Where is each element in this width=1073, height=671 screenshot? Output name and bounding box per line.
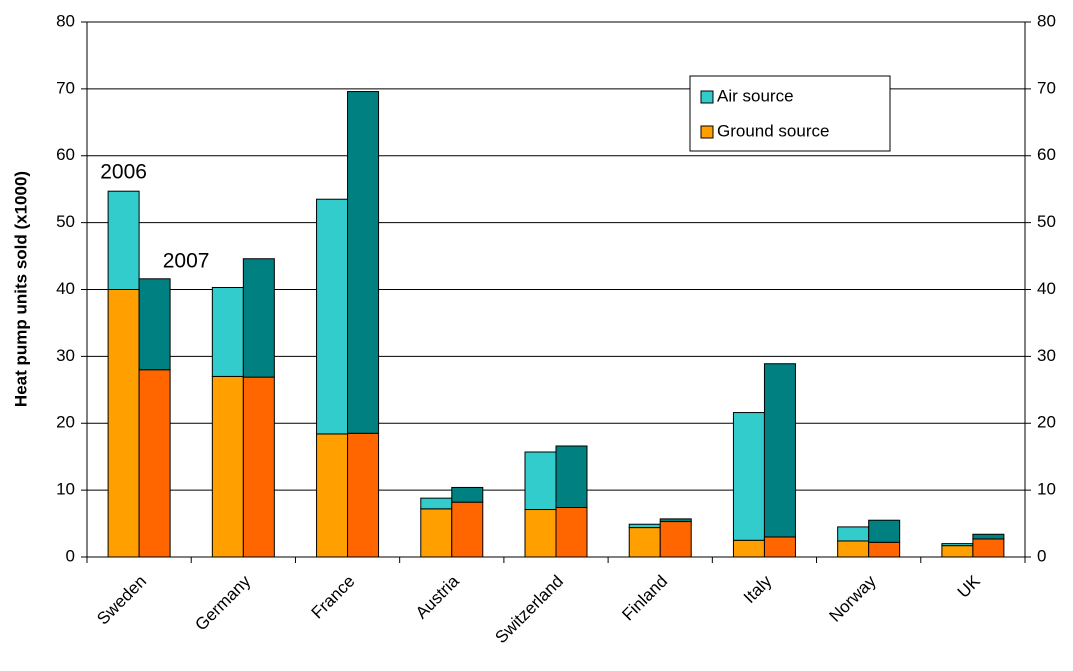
bar-segment: [941, 545, 974, 558]
bar-segment: [107, 289, 140, 558]
bar-segment: [972, 538, 1005, 558]
bar-segment: [451, 501, 484, 558]
x-tick-label: Sweden: [93, 572, 150, 629]
y-tick-label: 70: [56, 78, 75, 97]
bar-segment: [555, 507, 588, 558]
bar-segment: [555, 445, 588, 509]
bar-segment: [763, 536, 796, 558]
bar-segment: [868, 519, 901, 543]
y-tick-label: 40: [56, 279, 75, 298]
y-tick-label: 50: [56, 212, 75, 231]
annotation: 2007: [163, 249, 210, 272]
bar-segment: [138, 278, 171, 371]
y2-tick-label: 60: [1037, 145, 1056, 164]
y-tick-label: 30: [56, 346, 75, 365]
y-tick-label: 20: [56, 413, 75, 432]
x-tick-label: Norway: [825, 571, 880, 626]
y2-tick-label: 80: [1037, 11, 1056, 30]
y2-tick-label: 50: [1037, 212, 1056, 231]
legend-swatch: [700, 125, 714, 139]
bar-segment: [972, 533, 1005, 540]
bar-segment: [420, 497, 453, 510]
x-tick-label: Switzerland: [491, 572, 567, 648]
x-tick-label: France: [308, 572, 359, 623]
x-tick-label: UK: [954, 571, 985, 602]
annotation: 2006: [100, 161, 147, 184]
bar-segment: [242, 258, 275, 378]
y2-tick-label: 70: [1037, 78, 1056, 97]
y-tick-label: 80: [56, 11, 75, 30]
x-tick-label: Italy: [740, 571, 776, 607]
bar-segment: [628, 523, 661, 529]
bar-segment: [211, 286, 244, 377]
bar-segment: [941, 543, 974, 547]
bar-segment: [347, 432, 380, 558]
y-tick-label: 10: [56, 480, 75, 499]
bar-segment: [628, 527, 661, 558]
y-tick-label: 0: [66, 546, 75, 565]
y2-tick-label: 40: [1037, 279, 1056, 298]
x-tick-label: Austria: [412, 571, 463, 622]
bar-segment: [837, 540, 870, 558]
y2-tick-label: 20: [1037, 413, 1056, 432]
legend-swatch: [700, 90, 714, 104]
bar-segment: [107, 190, 140, 291]
x-tick-label: Finland: [618, 572, 671, 625]
bar-segment: [763, 363, 796, 538]
legend-box: [689, 75, 891, 152]
bar-segment: [451, 486, 484, 503]
y-tick-label: 60: [56, 145, 75, 164]
bar-segment: [732, 539, 765, 558]
bar-segment: [868, 541, 901, 558]
bar-segment: [732, 412, 765, 541]
bar-segment: [524, 509, 557, 558]
bar-segment: [524, 451, 557, 511]
bar-segment: [837, 526, 870, 542]
bar-segment: [242, 376, 275, 558]
bar-segment: [347, 91, 380, 434]
y2-tick-label: 30: [1037, 346, 1056, 365]
x-tick-label: Germany: [191, 571, 254, 634]
bar-segment: [316, 198, 349, 435]
bar-segment: [138, 369, 171, 558]
bar-segment: [659, 518, 692, 523]
bar-segment: [316, 433, 349, 558]
y-axis-label: Heat pump units sold (x1000): [11, 171, 30, 407]
y2-tick-label: 10: [1037, 480, 1056, 499]
bar-segment: [420, 508, 453, 558]
legend-label: Ground source: [717, 121, 829, 140]
bar-segment: [659, 521, 692, 558]
bar-segment: [211, 375, 244, 558]
legend-label: Air source: [717, 86, 794, 105]
y2-tick-label: 0: [1037, 546, 1046, 565]
